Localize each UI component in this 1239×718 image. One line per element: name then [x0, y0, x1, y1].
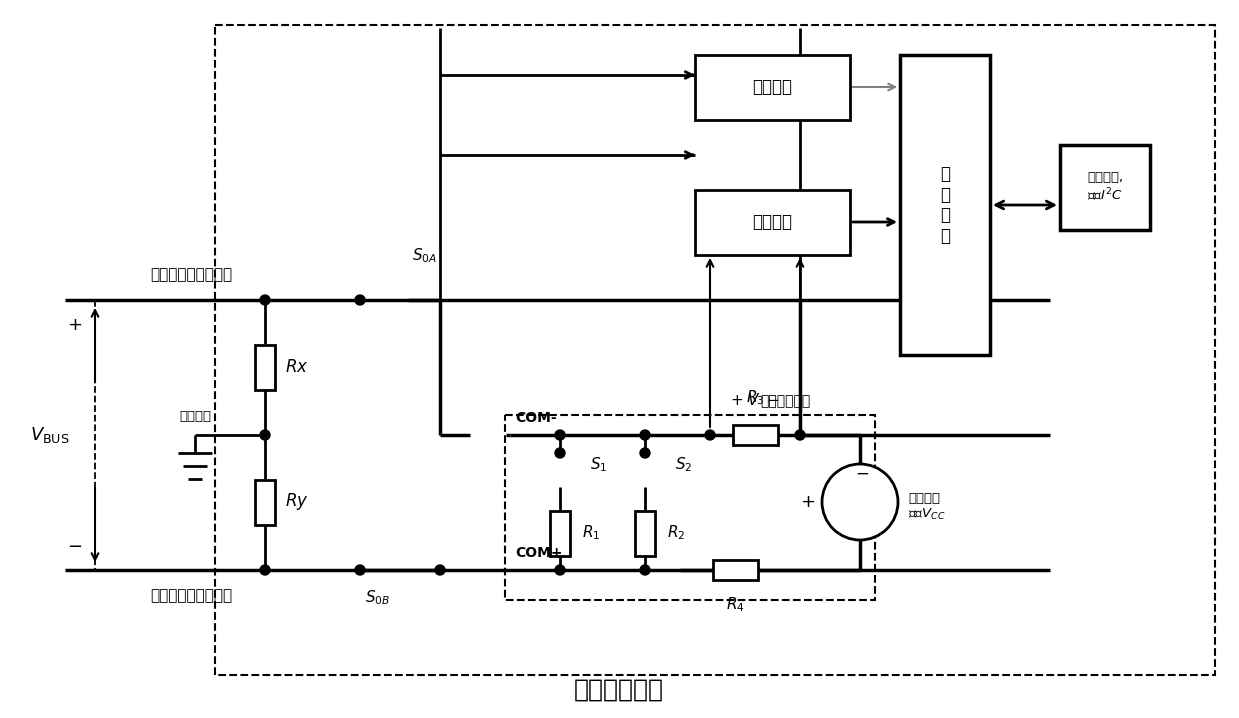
Bar	[695, 55, 850, 120]
Bar	[636, 510, 655, 556]
Text: $V_{\mathrm{BUS}}$: $V_{\mathrm{BUS}}$	[30, 425, 69, 445]
Text: 通讯总线,
例如$I^2C$: 通讯总线, 例如$I^2C$	[1087, 171, 1123, 203]
Circle shape	[641, 565, 650, 575]
Bar	[550, 510, 570, 556]
Bar	[695, 190, 850, 255]
Bar	[506, 415, 875, 600]
Text: $-$: $-$	[67, 536, 83, 554]
Circle shape	[435, 565, 445, 575]
Circle shape	[555, 448, 565, 458]
Text: 高压直流系统负母线: 高压直流系统负母线	[150, 588, 232, 603]
Circle shape	[641, 448, 650, 458]
Bar	[216, 25, 1215, 675]
Text: $Rx$: $Rx$	[285, 358, 309, 376]
Text: 低压激励
电源$V_{CC}$: 低压激励 电源$V_{CC}$	[908, 492, 945, 522]
Text: $S_1$: $S_1$	[590, 455, 607, 474]
Text: +: +	[800, 493, 815, 511]
Text: $Ry$: $Ry$	[285, 492, 309, 513]
Circle shape	[821, 464, 898, 540]
Bar	[900, 55, 990, 355]
Text: 电压检测: 电压检测	[752, 213, 792, 231]
Circle shape	[260, 565, 270, 575]
Circle shape	[356, 295, 366, 305]
Bar	[732, 425, 778, 445]
Text: $+ \ V \ -$: $+ \ V \ -$	[730, 392, 779, 408]
Text: 车体机壳: 车体机壳	[178, 410, 211, 423]
Text: $S_{0A}$: $S_{0A}$	[413, 246, 437, 265]
Circle shape	[260, 295, 270, 305]
Bar	[1061, 145, 1150, 230]
Text: 微
控
制
器: 微 控 制 器	[940, 165, 950, 246]
Bar	[712, 560, 757, 580]
Text: COM-: COM-	[515, 411, 556, 425]
Circle shape	[555, 565, 565, 575]
Bar	[255, 480, 275, 525]
Text: 高压直流系统正母线: 高压直流系统正母线	[150, 267, 232, 282]
Text: 绝缘检测电路: 绝缘检测电路	[760, 394, 810, 408]
Text: +: +	[67, 316, 83, 334]
Text: 电压检测: 电压检测	[752, 78, 792, 96]
Text: $-$: $-$	[855, 464, 869, 482]
Circle shape	[705, 430, 715, 440]
Circle shape	[795, 430, 805, 440]
Circle shape	[641, 430, 650, 440]
Text: $S_2$: $S_2$	[675, 455, 693, 474]
Text: $R_4$: $R_4$	[726, 595, 745, 614]
Circle shape	[356, 565, 366, 575]
Text: COM+: COM+	[515, 546, 563, 560]
Circle shape	[260, 430, 270, 440]
Text: $R_3$: $R_3$	[746, 388, 764, 407]
Text: $R_1$: $R_1$	[582, 523, 601, 542]
Text: $S_{0B}$: $S_{0B}$	[366, 588, 390, 607]
Text: $R_2$: $R_2$	[667, 523, 685, 542]
Circle shape	[555, 430, 565, 440]
Bar	[255, 345, 275, 389]
Text: 绝缘监测装置: 绝缘监测装置	[574, 678, 664, 702]
